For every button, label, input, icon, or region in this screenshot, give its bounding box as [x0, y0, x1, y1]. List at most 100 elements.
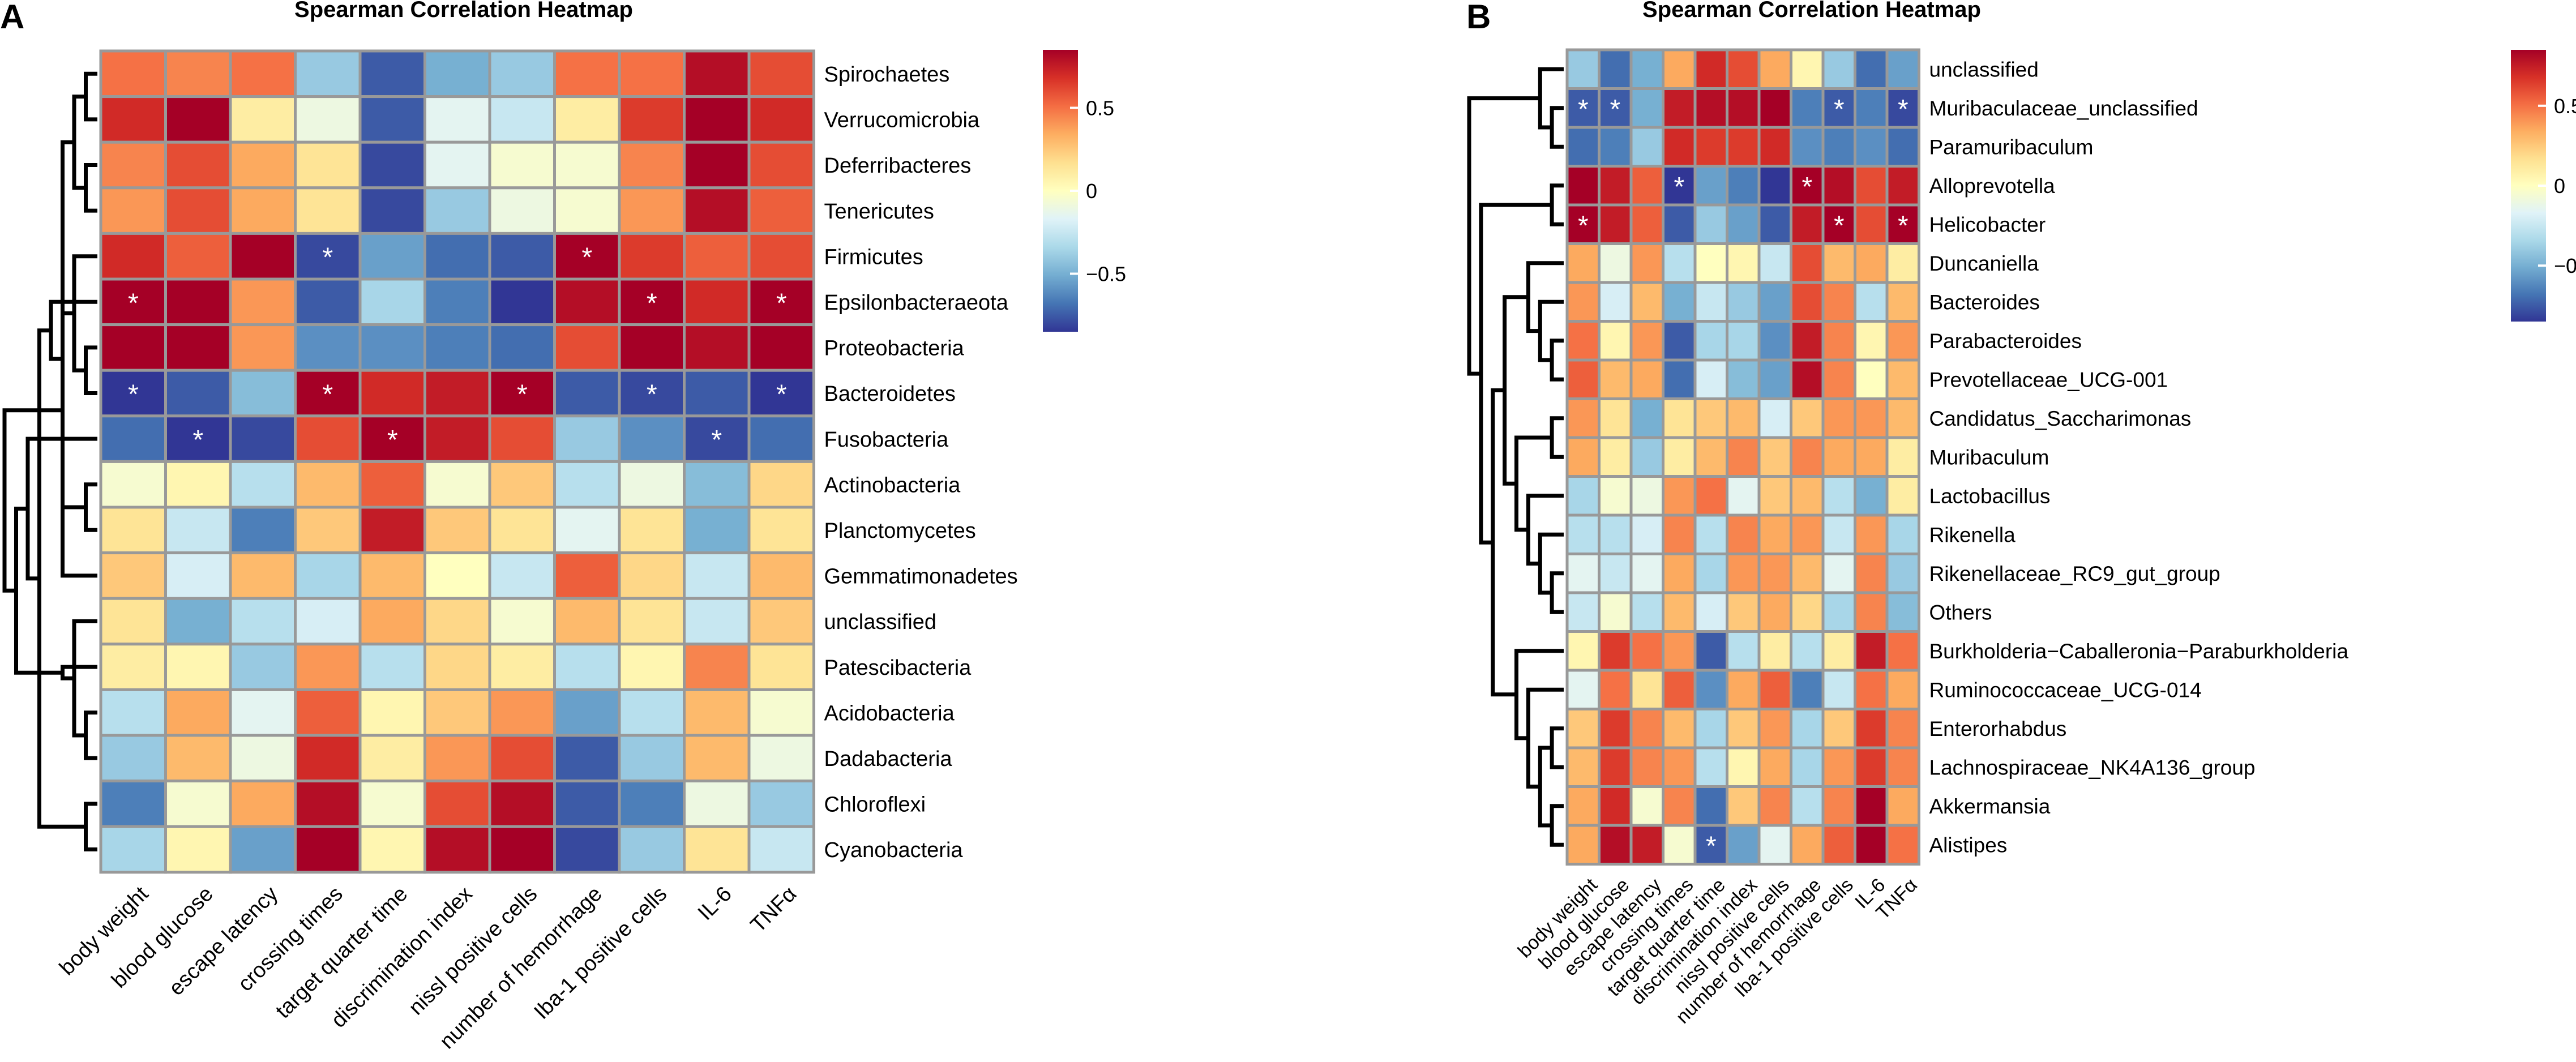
heatmap-cell-r20-c6: [1757, 824, 1792, 866]
row-label: Rikenella: [1929, 524, 2016, 547]
heatmap-cell-r17-c10: [1885, 708, 1920, 750]
heatmap-cell-r3-c6: [1757, 165, 1792, 207]
heatmap-cell-r0-c5: [423, 49, 491, 99]
heatmap-cell-r9-c0: [1565, 397, 1601, 439]
significance-star: *: [1898, 211, 1909, 241]
heatmap-cell-r5-c4: [1693, 242, 1728, 284]
heatmap-cell-r9-c2: [1629, 397, 1664, 439]
heatmap-cell-r16-c8: [1821, 669, 1856, 710]
heatmap-cell-r6-c2: [229, 323, 297, 372]
heatmap-cell-r16-c6: [1757, 669, 1792, 710]
heatmap-cell-r7-c4: [1693, 320, 1728, 362]
heatmap-cell-r12-c10: [747, 597, 815, 646]
heatmap-cell-r6-c0: [99, 323, 167, 372]
heatmap-cell-r8-c1: [1598, 358, 1633, 400]
heatmap-cell-r12-c1: [1598, 513, 1633, 555]
heatmap-cell-r14-c0: [99, 688, 167, 737]
row-label: Actinobacteria: [824, 473, 961, 497]
significance-star: *: [1578, 95, 1589, 125]
heatmap-cell-r6-c3: [294, 323, 362, 372]
heatmap-cell-r17-c8: [1821, 708, 1856, 750]
row-label: Duncaniella: [1929, 252, 2039, 275]
heatmap-cell-r16-c5: [423, 780, 491, 828]
heatmap-cell-r0-c9: [683, 49, 751, 99]
row-label: Akkermansia: [1929, 795, 2051, 818]
significance-star: *: [387, 425, 398, 455]
heatmap-cell-r14-c2: [229, 688, 297, 737]
heatmap-cell-r18-c2: [1629, 746, 1664, 788]
heatmap-cell-r5-c6: [488, 277, 556, 327]
dendrogram-branch: [1550, 571, 1564, 614]
heatmap-cell-r14-c4: [358, 688, 426, 737]
heatmap-cell-r2-c2: [1629, 126, 1664, 168]
heatmap-cell-r4-c8: [618, 232, 686, 281]
heatmap-cell-r12-c3: [1662, 513, 1697, 555]
heatmap-cell-r17-c3: [1662, 708, 1697, 750]
heatmap-cell-r13-c3: [1662, 553, 1697, 594]
heatmap-cell-r1-c6: [488, 95, 556, 144]
heatmap-cell-r17-c4: [358, 825, 426, 874]
heatmap-cell-r12-c10: [1885, 513, 1920, 555]
significance-star: *: [776, 380, 787, 410]
dendrogram-branch: [1550, 339, 1564, 382]
significance-star: *: [1578, 211, 1589, 241]
heatmap-cell-r1-c2: [1629, 87, 1664, 129]
heatmap-cell-r18-c9: [1854, 746, 1889, 788]
heatmap-cell-r15-c6: [1757, 630, 1792, 672]
heatmap-cell-r11-c9: [683, 551, 751, 600]
heatmap-cell-r16-c1: [1598, 669, 1633, 710]
heatmap-cell-r2-c9: [1854, 126, 1889, 168]
dendrogram-branch: [1526, 261, 1564, 333]
heatmap-cell-r8-c2: [229, 414, 297, 463]
heatmap-cell-r2-c2: [229, 140, 297, 190]
heatmap-cell-r4-c4: [1693, 203, 1728, 245]
heatmap-cell-r6-c2: [1629, 281, 1664, 323]
heatmap-cell-r9-c6: [488, 460, 556, 509]
heatmap-cell-r8-c6: [488, 414, 556, 463]
heatmap-cell-r2-c4: [1693, 126, 1728, 168]
heatmap-cell-r12-c9: [1854, 513, 1889, 555]
colorbar-tick-label: −0.5: [2554, 254, 2576, 277]
heatmap-cell-r3-c6: [488, 186, 556, 235]
heatmap-cell-r13-c2: [229, 643, 297, 691]
heatmap-cell-r12-c9: [683, 597, 751, 646]
significance-star: *: [322, 380, 333, 410]
heatmap-cell-r5-c5: [1726, 242, 1761, 284]
heatmap-cell-r16-c10: [747, 780, 815, 828]
heatmap-cell-r16-c4: [1693, 669, 1728, 710]
dendrogram-branch: [84, 710, 97, 760]
significance-star: *: [1898, 95, 1909, 125]
heatmap-cell-r8-c3: [1662, 358, 1697, 400]
heatmap-cell-r13-c10: [1885, 553, 1920, 594]
heatmap-cell-r3-c8: [1821, 165, 1856, 207]
heatmap-cell-r11-c5: [1726, 475, 1761, 517]
row-label: Deferribacteres: [824, 154, 972, 178]
heatmap-cell-r17-c0: [1565, 708, 1601, 750]
dendrogram-branch: [1514, 649, 1564, 740]
heatmap-cell-r10-c1: [164, 506, 232, 555]
heatmap-cell-r16-c2: [1629, 669, 1664, 710]
heatmap-cell-r8-c3: [294, 414, 362, 463]
significance-star: *: [647, 380, 657, 410]
heatmap-cell-r9-c10: [747, 460, 815, 509]
dendrogram-branch: [1550, 804, 1564, 847]
heatmap-cell-r8-c8: [618, 414, 686, 463]
heatmap-cell-r11-c1: [1598, 475, 1633, 517]
heatmap-cell-r4-c1: [164, 232, 232, 281]
row-label: Prevotellaceae_UCG-001: [1929, 369, 2168, 392]
heatmap-cell-r12-c4: [1693, 513, 1728, 555]
heatmap-cell-r0-c0: [99, 49, 167, 99]
heatmap-cell-r20-c2: [1629, 824, 1664, 866]
heatmap-cell-r19-c8: [1821, 785, 1856, 827]
heatmap-cell-r3-c2: [1629, 165, 1664, 207]
heatmap-cell-r5-c4: [358, 277, 426, 327]
heatmap-cell-r2-c7: [1790, 126, 1825, 168]
heatmap-cell-r15-c4: [1693, 630, 1728, 672]
heatmap-cell-r10-c9: [683, 506, 751, 555]
row-label: Muribaculaceae_unclassified: [1929, 97, 2198, 120]
row-label: Dadabacteria: [824, 747, 953, 771]
heatmap-cell-r6-c10: [747, 323, 815, 372]
heatmap-cell-r17-c9: [1854, 708, 1889, 750]
heatmap-cell-r13-c2: [1629, 553, 1664, 594]
heatmap-cell-r11-c2: [229, 551, 297, 600]
